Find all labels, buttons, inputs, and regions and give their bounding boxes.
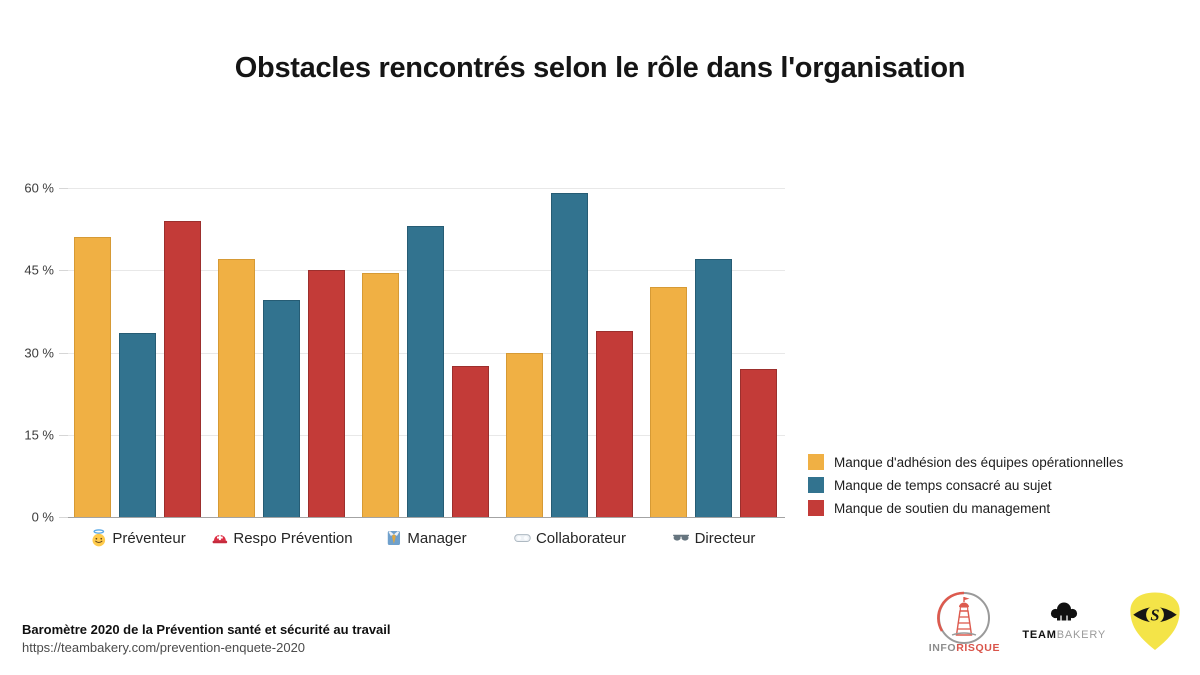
teambakery-text-bold: TEAM: [1022, 629, 1057, 641]
x-axis-category: Préventeur: [89, 529, 186, 547]
x-axis-category-label: Directeur: [694, 529, 756, 547]
x-axis-category-label: Respo Prévention: [233, 529, 353, 547]
y-axis-tick: [59, 352, 68, 354]
y-axis-tick: [59, 434, 68, 436]
inforisque-wordmark: INFORISQUE: [929, 642, 1000, 654]
legend-swatch: [808, 500, 824, 516]
gridline: [68, 434, 785, 436]
y-axis-tick-label: 0 %: [31, 509, 54, 525]
legend-label: Manque de soutien du management: [834, 500, 1051, 516]
inforisque-text-red: RISQUE: [956, 642, 1001, 654]
source-note: Baromètre 2020 de la Prévention santé et…: [22, 621, 391, 656]
x-axis-labels: Préventeur Respo Prévention Manager Collabo…: [68, 529, 785, 555]
legend: Manque d'adhésion des équipes opérationn…: [808, 454, 1123, 523]
angel-icon: [89, 529, 107, 547]
gridline: [68, 270, 785, 272]
y-axis-tick-label: 45 %: [24, 262, 54, 278]
lighthouse-icon: [937, 591, 991, 644]
y-axis-tick: [59, 270, 68, 272]
gridline: [68, 352, 785, 354]
source-title: Baromètre 2020 de la Prévention santé et…: [22, 622, 391, 637]
x-axis-line: [68, 517, 785, 518]
x-axis-category: Manager: [384, 529, 467, 547]
inforisque-logo: INFORISQUE: [926, 588, 1002, 654]
x-axis-category: Respo Prévention: [210, 529, 353, 547]
bakery-hat-icon: [1051, 602, 1078, 621]
teambakery-wordmark: TEAMBAKERY: [1022, 629, 1106, 641]
source-url: https://teambakery.com/prevention-enquet…: [22, 639, 306, 655]
teambakery-text-light: BAKERY: [1056, 629, 1106, 641]
gridline: [68, 188, 785, 189]
page-title: Obstacles rencontrés selon le rôle dans …: [234, 52, 966, 84]
legend-swatch: [808, 454, 824, 470]
y-axis-tick: [59, 517, 68, 518]
legend-label: Manque de temps consacré au sujet: [834, 477, 1052, 493]
goggles-icon: [513, 529, 531, 547]
legend-swatch: [808, 477, 824, 493]
x-axis-category-label: Préventeur: [112, 529, 186, 547]
y-axis-tick-label: 60 %: [24, 180, 54, 196]
legend-label: Manque d'adhésion des équipes opérationn…: [834, 454, 1124, 470]
eye-shield-icon: S: [1130, 592, 1180, 650]
legend-item: Manque de soutien du management: [808, 500, 1123, 516]
y-axis-tick-label: 15 %: [24, 427, 54, 443]
y-axis-tick-label: 30 %: [24, 345, 54, 360]
chart-grid: 60 % 45 % 30 % 15 % 0 %: [0, 181, 800, 525]
legend-item: Manque d'adhésion des équipes opérationn…: [808, 454, 1123, 470]
sunglasses-icon: [672, 529, 690, 547]
x-axis-category: Collaborateur: [513, 529, 626, 547]
inforisque-text-grey: INFO: [928, 642, 957, 654]
legend-item: Manque de temps consacré au sujet: [808, 477, 1123, 493]
necktie-icon: [384, 529, 402, 547]
shield-letter: S: [1150, 606, 1159, 625]
x-axis-category-label: Collaborateur: [535, 529, 627, 547]
x-axis-category-label: Manager: [407, 529, 467, 547]
x-axis-category: Directeur: [672, 529, 756, 547]
rescue-helmet-icon: [210, 529, 228, 547]
logos: INFORISQUE TEAMBAKERY S: [926, 588, 1184, 654]
y-axis-tick: [59, 188, 68, 189]
teambakery-logo: TEAMBAKERY: [1022, 601, 1106, 641]
eye-shield-logo: S: [1126, 589, 1184, 653]
